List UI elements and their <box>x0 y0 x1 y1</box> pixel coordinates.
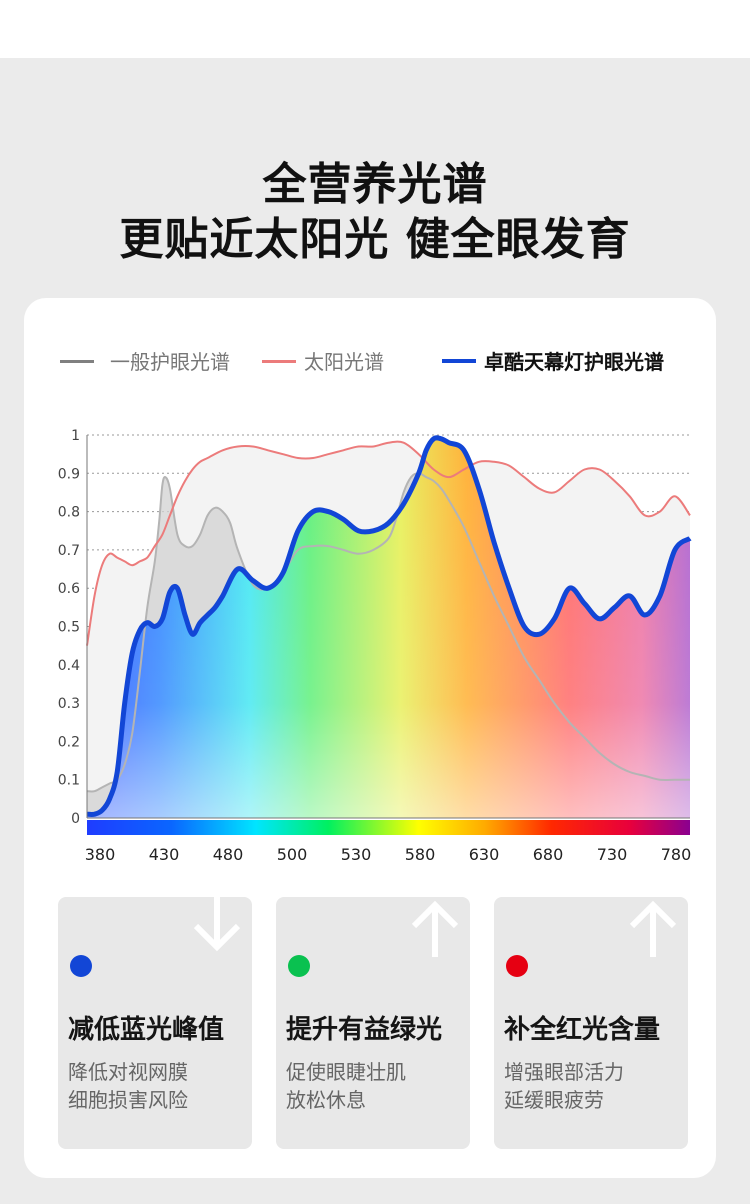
x-tick-label: 480 <box>213 845 244 864</box>
red-dot-icon <box>506 955 528 977</box>
feature-card-blue: 减低蓝光峰值 降低对视网膜 细胞损害风险 <box>58 897 252 1149</box>
x-tick-label: 500 <box>277 845 308 864</box>
up-arrow-icon <box>629 900 677 957</box>
legend-item-product: 卓酷天幕灯护眼光谱 <box>442 346 702 376</box>
legend-label-sun: 太阳光谱 <box>304 350 384 374</box>
feature-title: 提升有益绿光 <box>286 1015 443 1045</box>
feature-desc-line2: 放松休息 <box>286 1088 366 1112</box>
legend-swatch-product <box>442 359 476 363</box>
area-fills <box>87 437 690 818</box>
product-spectrum-fade <box>87 437 690 818</box>
y-tick-label: 0.1 <box>58 773 80 789</box>
up-arrow-icon <box>411 900 459 957</box>
feature-card-green: 提升有益绿光 促使眼睫壮肌 放松休息 <box>276 897 470 1149</box>
y-tick-label: 0.6 <box>58 581 80 597</box>
y-tick-label: 0 <box>71 811 80 827</box>
product-spectrum-line <box>86 435 692 817</box>
y-tick-label: 0.5 <box>58 620 80 636</box>
x-tick-label: 780 <box>661 845 692 864</box>
x-tick-label: 580 <box>405 845 436 864</box>
y-tick-label: 0.4 <box>58 658 80 674</box>
feature-card-red: 补全红光含量 增强眼部活力 延缓眼疲劳 <box>494 897 688 1149</box>
blue-dot-icon <box>70 955 92 977</box>
x-tick-label: 380 <box>85 845 116 864</box>
down-arrow-icon <box>193 897 241 952</box>
feature-desc-line1: 增强眼部活力 <box>504 1060 624 1084</box>
top-strip <box>0 0 750 58</box>
y-tick-label: 1 <box>71 428 80 444</box>
x-tick-label: 630 <box>469 845 500 864</box>
general-spectrum-line <box>86 472 690 793</box>
tick-labels: 0 0.1 0.2 0.3 0.4 0.5 0.6 0.7 0.8 0.9 1 380 430 480 50… <box>58 428 692 864</box>
y-tick-label: 0.7 <box>58 543 80 559</box>
legend-swatch-general <box>60 360 94 363</box>
sun-spectrum-line <box>86 440 691 646</box>
legend-label-product: 卓酷天幕灯护眼光谱 <box>484 350 664 374</box>
y-tick-label: 0.9 <box>58 466 80 482</box>
legend-label-general: 一般护眼光谱 <box>110 350 230 374</box>
green-dot-icon <box>288 955 310 977</box>
color-spectrum-bar <box>87 820 690 835</box>
spectrum-chart: 0 0.1 0.2 0.3 0.4 0.5 0.6 0.7 0.8 0.9 1 380 430 480 50… <box>58 428 692 864</box>
feature-title: 补全红光含量 <box>504 1015 661 1045</box>
y-tick-label: 0.3 <box>58 696 80 712</box>
y-tick-label: 0.8 <box>58 505 80 521</box>
series-lines <box>86 435 692 817</box>
feature-desc-line1: 降低对视网膜 <box>68 1060 188 1084</box>
x-tick-label: 680 <box>533 845 564 864</box>
headline-line2: 更贴近太阳光 健全眼发育 <box>119 214 631 265</box>
feature-title: 减低蓝光峰值 <box>68 1015 225 1045</box>
feature-desc-line2: 延缓眼疲劳 <box>504 1088 604 1112</box>
feature-desc-line1: 促使眼睫壮肌 <box>286 1060 406 1084</box>
legend-item-general: 一般护眼光谱 <box>60 346 260 376</box>
x-tick-label: 430 <box>149 845 180 864</box>
y-tick-label: 0.2 <box>58 734 80 750</box>
legend-item-sun: 太阳光谱 <box>262 346 422 376</box>
x-tick-label: 530 <box>341 845 372 864</box>
legend-swatch-sun <box>262 360 296 363</box>
feature-desc-line2: 细胞损害风险 <box>68 1088 188 1112</box>
axes <box>86 435 690 835</box>
x-tick-label: 730 <box>597 845 628 864</box>
headline-line1: 全营养光谱 <box>262 159 488 210</box>
